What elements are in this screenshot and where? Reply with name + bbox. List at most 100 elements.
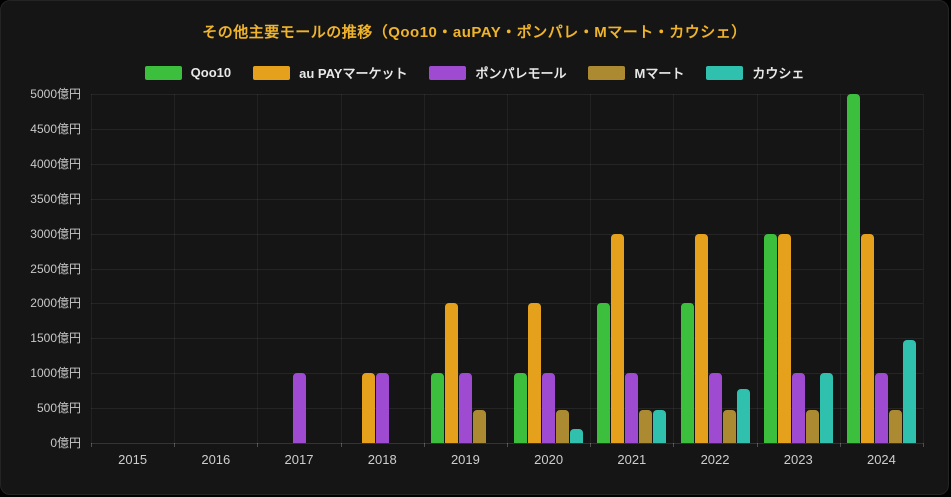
gridline-vertical [257,94,259,443]
legend-label: Mマート [634,66,685,81]
bar-slot [570,94,584,443]
x-axis-tick [340,443,342,447]
x-tick-label-2021: 2021 [617,452,647,467]
x-tick-label-2017: 2017 [284,452,314,467]
bar-series-1-2022 [694,233,708,443]
y-axis: 0億円 500億円 1000億円 1500億円 2000億円 2500億円 3000億円 35… [1,87,81,450]
legend-item-series-0[interactable]: Qoo10 [144,65,231,80]
gridline-horizontal [91,443,923,444]
bar-series-3-2023 [805,409,819,443]
bar-slot [528,94,542,443]
x-axis-tick [839,443,841,447]
x-axis-tick [923,443,924,447]
bar-slot [639,94,653,443]
legend-swatch-icon [253,65,291,80]
x-tick-label-2015: 2015 [118,452,148,467]
bar-slot [874,94,888,443]
bar-slot [361,94,375,443]
legend-swatch-icon [588,65,626,80]
bar-series-4-2023 [819,373,833,443]
bar-slot [542,94,556,443]
bar-slot [556,94,570,443]
bar-slot [237,94,250,443]
x-tick-label-2022: 2022 [700,452,730,467]
gridline-horizontal [91,94,923,95]
x-tick-label-2020: 2020 [534,452,564,467]
legend-swatch-icon [429,65,467,80]
gridline-horizontal [91,408,923,410]
bar-series-4-2020 [570,429,584,443]
bar-slot [653,94,667,443]
x-axis-tick [590,443,592,447]
bar-slot [680,94,694,443]
bar-series-0-2024 [846,94,860,443]
bar-slot [514,94,528,443]
bar-group-2017: 2017 [257,94,340,467]
bar-series-2-2023 [791,373,805,443]
bar-slot [888,94,902,443]
bar-series-3-2019 [472,409,486,443]
x-axis-tick [756,443,758,447]
bar-series-0-2019 [430,373,444,443]
bar-series-2-2018 [375,373,389,443]
bar-slot [181,94,194,443]
y-tick-label: 500億円 [36,401,81,416]
bar-slot [597,94,611,443]
legend-item-series-4[interactable]: カウシェ [706,63,804,82]
bar-slot [444,94,458,443]
bar-slot [348,94,361,443]
x-axis-tick [423,443,425,447]
bar-groups: 2015 2016 2017 2018 2019 2020 2021 2022 2023 2024 [91,94,923,467]
bar-slot [223,94,236,443]
legend-swatch-icon [706,65,744,80]
bar-series-4-2022 [736,388,750,443]
bar-group-2021: 2021 [590,94,673,467]
gridline-vertical [756,94,758,443]
bar-series-2-2024 [874,373,888,443]
bar-slot [860,94,874,443]
legend-item-series-1[interactable]: au PAYマーケット [253,63,407,82]
bar-slot [472,94,486,443]
bar-series-3-2020 [556,409,570,443]
gridline-vertical [923,94,924,443]
legend-label: ポンパレモール [475,66,567,81]
bar-slot [126,94,139,443]
bar-group-2020: 2020 [507,94,590,467]
legend-item-series-3[interactable]: Mマート [588,63,684,82]
bar-group-2018: 2018 [341,94,424,467]
gridline-vertical [91,94,92,443]
bar-series-1-2021 [611,233,625,443]
y-tick-label: 4500億円 [30,121,81,136]
bar-slot [791,94,805,443]
x-axis-tick [257,443,259,447]
bar-slot [487,94,500,443]
bar-series-2-2022 [708,373,722,443]
bar-slot [375,94,389,443]
x-tick-label-2016: 2016 [201,452,231,467]
legend-swatch-icon [144,65,182,80]
bar-series-3-2021 [639,409,653,443]
chart-title: その他主要モールの推移（Qoo10・auPAY・ポンパレ・Mマート・カウシェ） [202,24,747,41]
gridline-horizontal [91,233,923,235]
gridline-horizontal [91,163,923,165]
bar-slot [265,94,278,443]
bar-slot [902,94,916,443]
bar-slot [777,94,791,443]
x-tick-label-2018: 2018 [367,452,397,467]
y-tick-label: 0億円 [50,436,81,450]
bar-group-2015: 2015 [91,94,174,467]
x-tick-label-2023: 2023 [783,452,813,467]
gridline-horizontal [91,128,923,130]
gridline-horizontal [91,268,923,270]
bar-series-0-2022 [680,303,694,443]
bar-series-3-2024 [888,409,902,443]
bar-slot [625,94,639,443]
bar-slot [112,94,125,443]
bar-slot [390,94,403,443]
legend-item-series-2[interactable]: ポンパレモール [429,63,566,82]
bar-series-0-2023 [763,233,777,443]
bar-series-2-2021 [625,373,639,443]
bar-slot [430,94,444,443]
bar-slot [708,94,722,443]
